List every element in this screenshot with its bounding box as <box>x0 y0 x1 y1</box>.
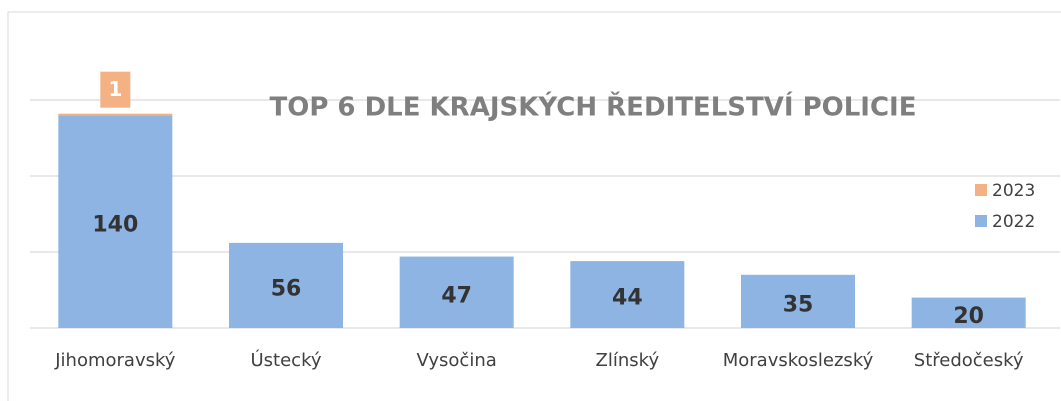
x-tick-label: Ústecký <box>250 349 321 371</box>
bar-segment <box>741 274 855 328</box>
chart-title: TOP 6 DLE KRAJSKÝCH ŘEDITELSTVÍ POLICIE <box>269 91 916 123</box>
data-label: 47 <box>441 283 472 308</box>
data-label: 1 <box>108 77 122 101</box>
bar-segment <box>58 115 173 328</box>
data-label: 35 <box>783 292 814 317</box>
legend-swatch <box>975 184 987 196</box>
chart-frame <box>7 11 1061 401</box>
bar-segment <box>399 256 514 328</box>
x-tick-label: Jihomoravský <box>54 350 176 371</box>
data-label: 44 <box>612 286 643 311</box>
x-tick-label: Zlínský <box>596 350 660 371</box>
x-tick-label: Moravskoslezský <box>723 350 874 371</box>
data-label: 56 <box>271 276 302 301</box>
bar-segment <box>570 261 685 328</box>
bar-segment <box>229 242 343 328</box>
data-label: 20 <box>953 304 984 329</box>
data-label: 140 <box>92 213 138 238</box>
data-label-box <box>100 71 131 108</box>
bar-segment <box>911 297 1026 328</box>
legend-label: 2023 <box>992 181 1035 201</box>
legend-label: 2022 <box>992 212 1035 232</box>
grid <box>30 99 1060 329</box>
bar-segment <box>58 113 173 116</box>
x-tick-label: Středočeský <box>914 350 1024 371</box>
legend: 2023 2022 <box>975 181 1035 232</box>
legend-swatch <box>975 215 987 227</box>
x-tick-label: Vysočina <box>417 350 497 371</box>
bars: Jihomoravský 140 1 Ústecký 56 Vysočina 47 Zlíns… <box>54 71 1026 371</box>
